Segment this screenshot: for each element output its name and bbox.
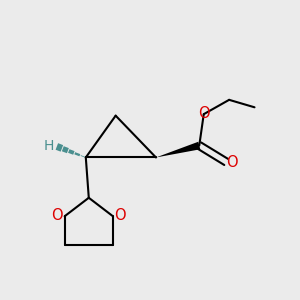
Polygon shape [62, 146, 69, 153]
Polygon shape [56, 143, 63, 152]
Text: O: O [115, 208, 126, 223]
Polygon shape [81, 155, 86, 158]
Text: H: H [43, 139, 54, 153]
Text: O: O [51, 208, 63, 223]
Polygon shape [74, 152, 80, 156]
Text: O: O [226, 155, 237, 170]
Polygon shape [68, 149, 74, 155]
Text: O: O [198, 106, 210, 121]
Polygon shape [156, 142, 200, 158]
